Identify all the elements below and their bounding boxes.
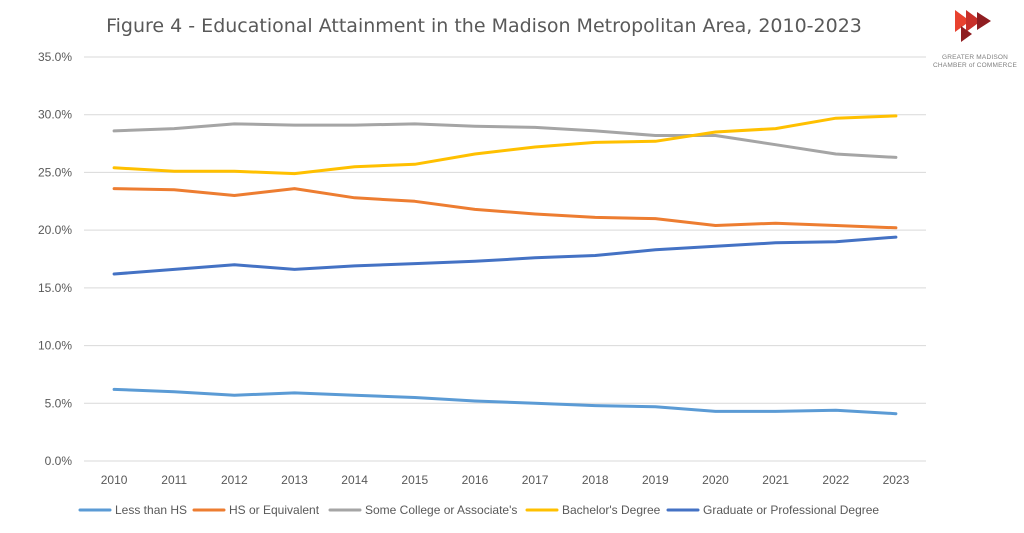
legend-label: HS or Equivalent (229, 503, 320, 517)
series-line-4 (112, 235, 898, 276)
logo-arrow-1 (955, 10, 970, 32)
legend-label: Some College or Associate's (365, 503, 517, 517)
x-axis: 2010 2011 2012 2013 2014 2015 2016 2017 2018 2019… (101, 473, 910, 487)
series-line-3 (112, 114, 898, 176)
x-tick-label: 2023 (883, 473, 910, 487)
x-tick-label: 2020 (702, 473, 729, 487)
y-tick-label: 15.0% (38, 281, 72, 295)
legend: Less than HS HS or Equivalent Some College… (78, 503, 879, 517)
series-line-2 (112, 122, 898, 159)
x-tick-label: 2021 (762, 473, 789, 487)
x-tick-label: 2012 (221, 473, 248, 487)
chart-title: Figure 4 - Educational Attainment in the… (106, 15, 862, 37)
y-tick-label: 20.0% (38, 223, 72, 237)
y-tick-label: 10.0% (38, 339, 72, 353)
y-axis: 0.0% 5.0% 10.0% 15.0% 20.0% 25.0% 30.0% 35.0% (38, 50, 72, 468)
series-lines (112, 114, 898, 416)
logo-arrow-4 (961, 26, 972, 42)
logo-arrow-2 (966, 10, 981, 32)
series-line-0 (112, 387, 898, 416)
logo-line-2: CHAMBER of COMMERCE (933, 62, 1017, 69)
chamber-logo: GREATER MADISON CHAMBER of COMMERCE (933, 10, 1017, 69)
x-tick-label: 2019 (642, 473, 669, 487)
x-tick-label: 2018 (582, 473, 609, 487)
y-tick-label: 0.0% (45, 454, 73, 468)
x-tick-label: 2010 (101, 473, 128, 487)
legend-label: Less than HS (115, 503, 187, 517)
y-tick-label: 25.0% (38, 165, 72, 179)
legend-label: Graduate or Professional Degree (703, 503, 879, 517)
x-tick-label: 2015 (401, 473, 428, 487)
y-tick-label: 35.0% (38, 50, 72, 64)
logo-line-1: GREATER MADISON (942, 54, 1008, 61)
x-tick-label: 2014 (341, 473, 368, 487)
legend-label: Bachelor's Degree (562, 503, 661, 517)
x-tick-label: 2011 (161, 473, 187, 487)
logo-arrow-3 (977, 12, 991, 30)
y-tick-label: 30.0% (38, 108, 72, 122)
x-tick-label: 2013 (281, 473, 308, 487)
x-tick-label: 2016 (462, 473, 489, 487)
x-tick-label: 2017 (522, 473, 549, 487)
series-line-1 (112, 187, 898, 230)
x-tick-label: 2022 (822, 473, 849, 487)
y-tick-label: 5.0% (45, 396, 73, 410)
